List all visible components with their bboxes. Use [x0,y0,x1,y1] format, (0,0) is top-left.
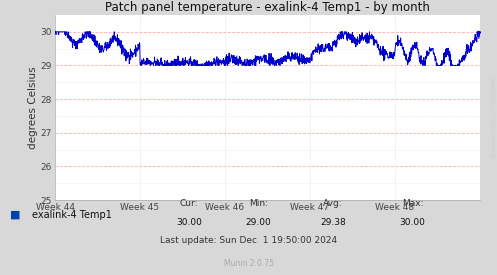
Text: 30.00: 30.00 [176,218,202,227]
Title: Patch panel temperature - exalink-4 Temp1 - by month: Patch panel temperature - exalink-4 Temp… [105,1,430,14]
Text: 29.38: 29.38 [320,218,346,227]
Text: Cur:: Cur: [179,199,198,208]
Text: Avg:: Avg: [323,199,343,208]
Text: Min:: Min: [249,199,268,208]
Text: exalink-4 Temp1: exalink-4 Temp1 [32,210,112,219]
Text: RRDTOOL / TOBI OETIKER: RRDTOOL / TOBI OETIKER [490,77,495,158]
Text: Last update: Sun Dec  1 19:50:00 2024: Last update: Sun Dec 1 19:50:00 2024 [160,236,337,245]
Y-axis label: degrees Celsius: degrees Celsius [28,66,38,149]
Text: Max:: Max: [402,199,423,208]
Text: 30.00: 30.00 [400,218,425,227]
Text: 29.00: 29.00 [246,218,271,227]
Text: ■: ■ [10,210,20,219]
Text: Munin 2.0.75: Munin 2.0.75 [224,260,273,268]
